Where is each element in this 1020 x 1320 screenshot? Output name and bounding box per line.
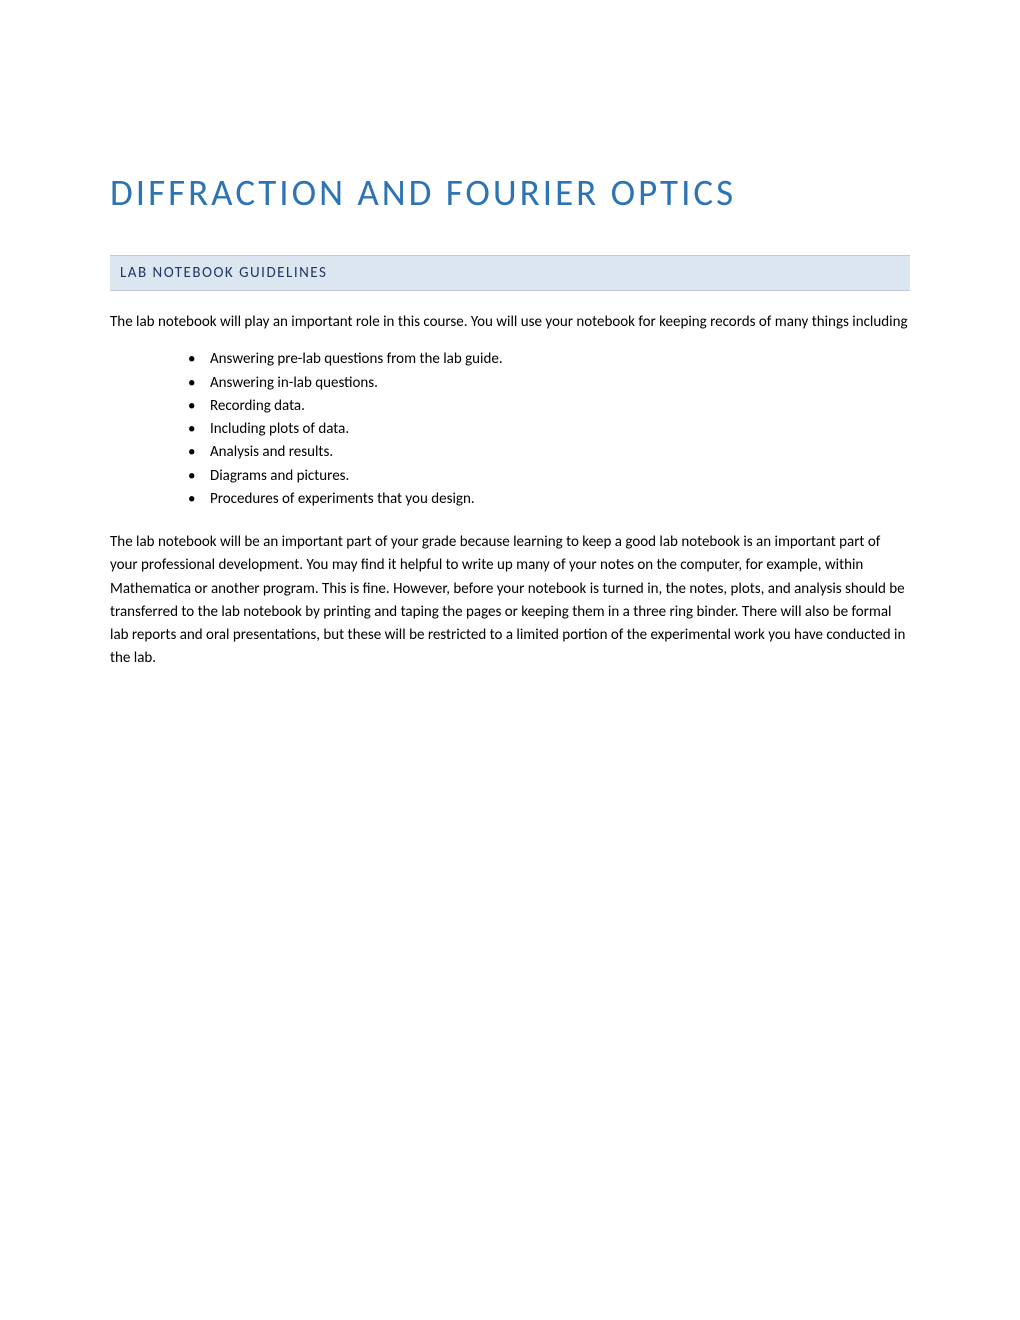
list-item: Analysis and results.	[188, 441, 910, 464]
list-item: Diagrams and pictures.	[188, 465, 910, 488]
document-title: DIFFRACTION AND FOURIER OPTICS	[110, 170, 910, 215]
closing-paragraph: The lab notebook will be an important pa…	[110, 531, 910, 671]
list-item: Answering in-lab questions.	[188, 372, 910, 395]
bullet-list: Answering pre-lab questions from the lab…	[110, 348, 910, 511]
section-header: LAB NOTEBOOK GUIDELINES	[110, 255, 910, 291]
list-item: Recording data.	[188, 395, 910, 418]
list-item: Including plots of data.	[188, 418, 910, 441]
list-item: Procedures of experiments that you desig…	[188, 488, 910, 511]
intro-paragraph: The lab notebook will play an important …	[110, 311, 910, 334]
list-item: Answering pre-lab questions from the lab…	[188, 348, 910, 371]
